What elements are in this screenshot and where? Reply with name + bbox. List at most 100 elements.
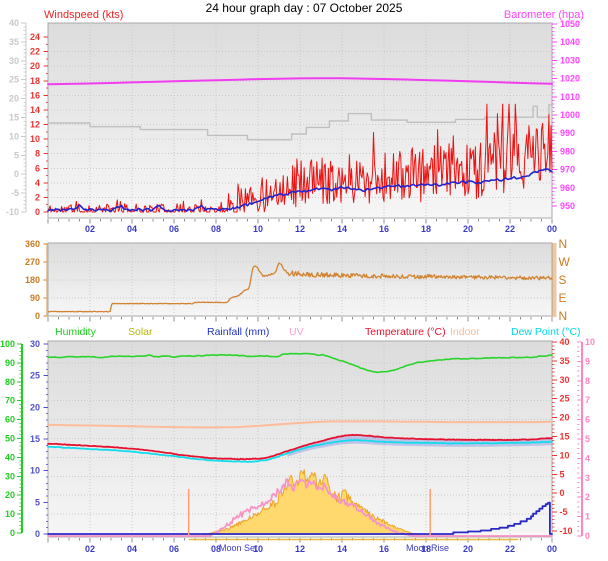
series-humidity: [47, 352, 553, 374]
svg-text:1: 1: [585, 512, 590, 522]
svg-text:20: 20: [463, 544, 473, 554]
svg-text:02: 02: [85, 544, 95, 554]
svg-text:18: 18: [421, 544, 431, 554]
svg-text:270: 270: [25, 257, 40, 267]
svg-text:25: 25: [560, 394, 570, 404]
svg-text:0: 0: [14, 169, 19, 179]
svg-text:4: 4: [585, 453, 590, 463]
svg-text:20: 20: [560, 413, 570, 423]
svg-text:70: 70: [5, 396, 15, 406]
svg-text:4: 4: [35, 178, 40, 188]
svg-text:90: 90: [5, 358, 15, 368]
svg-text:40: 40: [560, 337, 570, 347]
svg-text:1020: 1020: [560, 74, 580, 84]
svg-text:-10: -10: [6, 207, 19, 217]
legend-uv: UV: [289, 326, 304, 338]
svg-text:970: 970: [560, 165, 575, 175]
series-dew-point: [47, 439, 553, 463]
legend-solar: Solar: [128, 326, 153, 338]
svg-text:16: 16: [379, 544, 389, 554]
svg-text:10: 10: [30, 466, 40, 476]
svg-text:12: 12: [295, 544, 305, 554]
svg-text:35: 35: [560, 356, 570, 366]
svg-text:2: 2: [585, 492, 590, 502]
moon-rise-label: Moon Rise: [406, 543, 450, 553]
svg-text:9: 9: [585, 356, 590, 366]
series-wind-direction: [47, 262, 553, 313]
svg-text:15: 15: [9, 113, 19, 123]
series-uv: [47, 478, 553, 537]
svg-text:12: 12: [30, 120, 40, 130]
svg-text:1050: 1050: [560, 19, 580, 29]
svg-text:24: 24: [30, 32, 40, 42]
svg-text:08: 08: [211, 544, 221, 554]
svg-text:60: 60: [5, 415, 15, 425]
svg-text:6: 6: [585, 415, 590, 425]
svg-text:-5: -5: [560, 507, 568, 517]
svg-text:2: 2: [35, 192, 40, 202]
series-barometer: [47, 77, 553, 86]
svg-text:04: 04: [127, 544, 137, 554]
svg-text:5: 5: [14, 150, 19, 160]
svg-text:22: 22: [30, 47, 40, 57]
svg-text:12: 12: [295, 224, 305, 234]
svg-text:35: 35: [9, 37, 19, 47]
svg-text:40: 40: [9, 18, 19, 28]
svg-text:08: 08: [211, 224, 221, 234]
svg-text:990: 990: [560, 128, 575, 138]
svg-text:10: 10: [585, 337, 595, 347]
svg-text:0: 0: [560, 488, 565, 498]
svg-text:7: 7: [585, 395, 590, 405]
svg-text:W: W: [559, 255, 571, 269]
svg-text:100: 100: [0, 339, 15, 349]
svg-text:16: 16: [30, 90, 40, 100]
legend-humidity: Humidity: [55, 326, 96, 338]
svg-text:10: 10: [560, 450, 570, 460]
svg-text:80: 80: [5, 377, 15, 387]
svg-text:N: N: [559, 309, 568, 323]
svg-text:1000: 1000: [560, 110, 580, 120]
page-title: 24 hour graph day : 07 October 2025: [205, 1, 403, 15]
svg-text:0: 0: [35, 529, 40, 539]
svg-text:-10: -10: [560, 526, 573, 536]
svg-text:180: 180: [25, 275, 40, 285]
svg-text:0: 0: [35, 311, 40, 321]
svg-text:6: 6: [35, 163, 40, 173]
svg-text:960: 960: [560, 183, 575, 193]
svg-text:E: E: [559, 291, 567, 305]
svg-text:04: 04: [127, 224, 137, 234]
svg-text:8: 8: [35, 149, 40, 159]
svg-text:20: 20: [30, 61, 40, 71]
svg-text:40: 40: [5, 452, 15, 462]
svg-text:1030: 1030: [560, 55, 580, 65]
svg-text:22: 22: [505, 224, 515, 234]
svg-text:20: 20: [9, 94, 19, 104]
svg-text:14: 14: [30, 105, 40, 115]
svg-text:S: S: [559, 273, 567, 287]
barometer-axis-title: Barometer (hpa): [503, 9, 584, 21]
svg-text:00: 00: [547, 224, 557, 234]
svg-text:980: 980: [560, 146, 575, 156]
svg-text:18: 18: [421, 224, 431, 234]
series-wind-gust: [47, 103, 553, 213]
svg-text:N: N: [559, 237, 568, 251]
svg-text:1010: 1010: [560, 92, 580, 102]
svg-text:1040: 1040: [560, 37, 580, 47]
svg-text:0: 0: [35, 207, 40, 217]
svg-text:30: 30: [9, 56, 19, 66]
svg-text:-5: -5: [11, 188, 19, 198]
svg-text:0: 0: [585, 531, 590, 541]
svg-text:10: 10: [5, 509, 15, 519]
svg-text:5: 5: [560, 469, 565, 479]
svg-text:10: 10: [253, 224, 263, 234]
svg-text:14: 14: [337, 544, 347, 554]
legend-temperature: Temperature (°C): [365, 326, 446, 338]
svg-text:30: 30: [560, 375, 570, 385]
svg-text:20: 20: [5, 490, 15, 500]
svg-text:15: 15: [30, 434, 40, 444]
series-gray-series: [47, 104, 553, 141]
svg-text:30: 30: [30, 339, 40, 349]
series-solar-fill: [203, 469, 420, 535]
